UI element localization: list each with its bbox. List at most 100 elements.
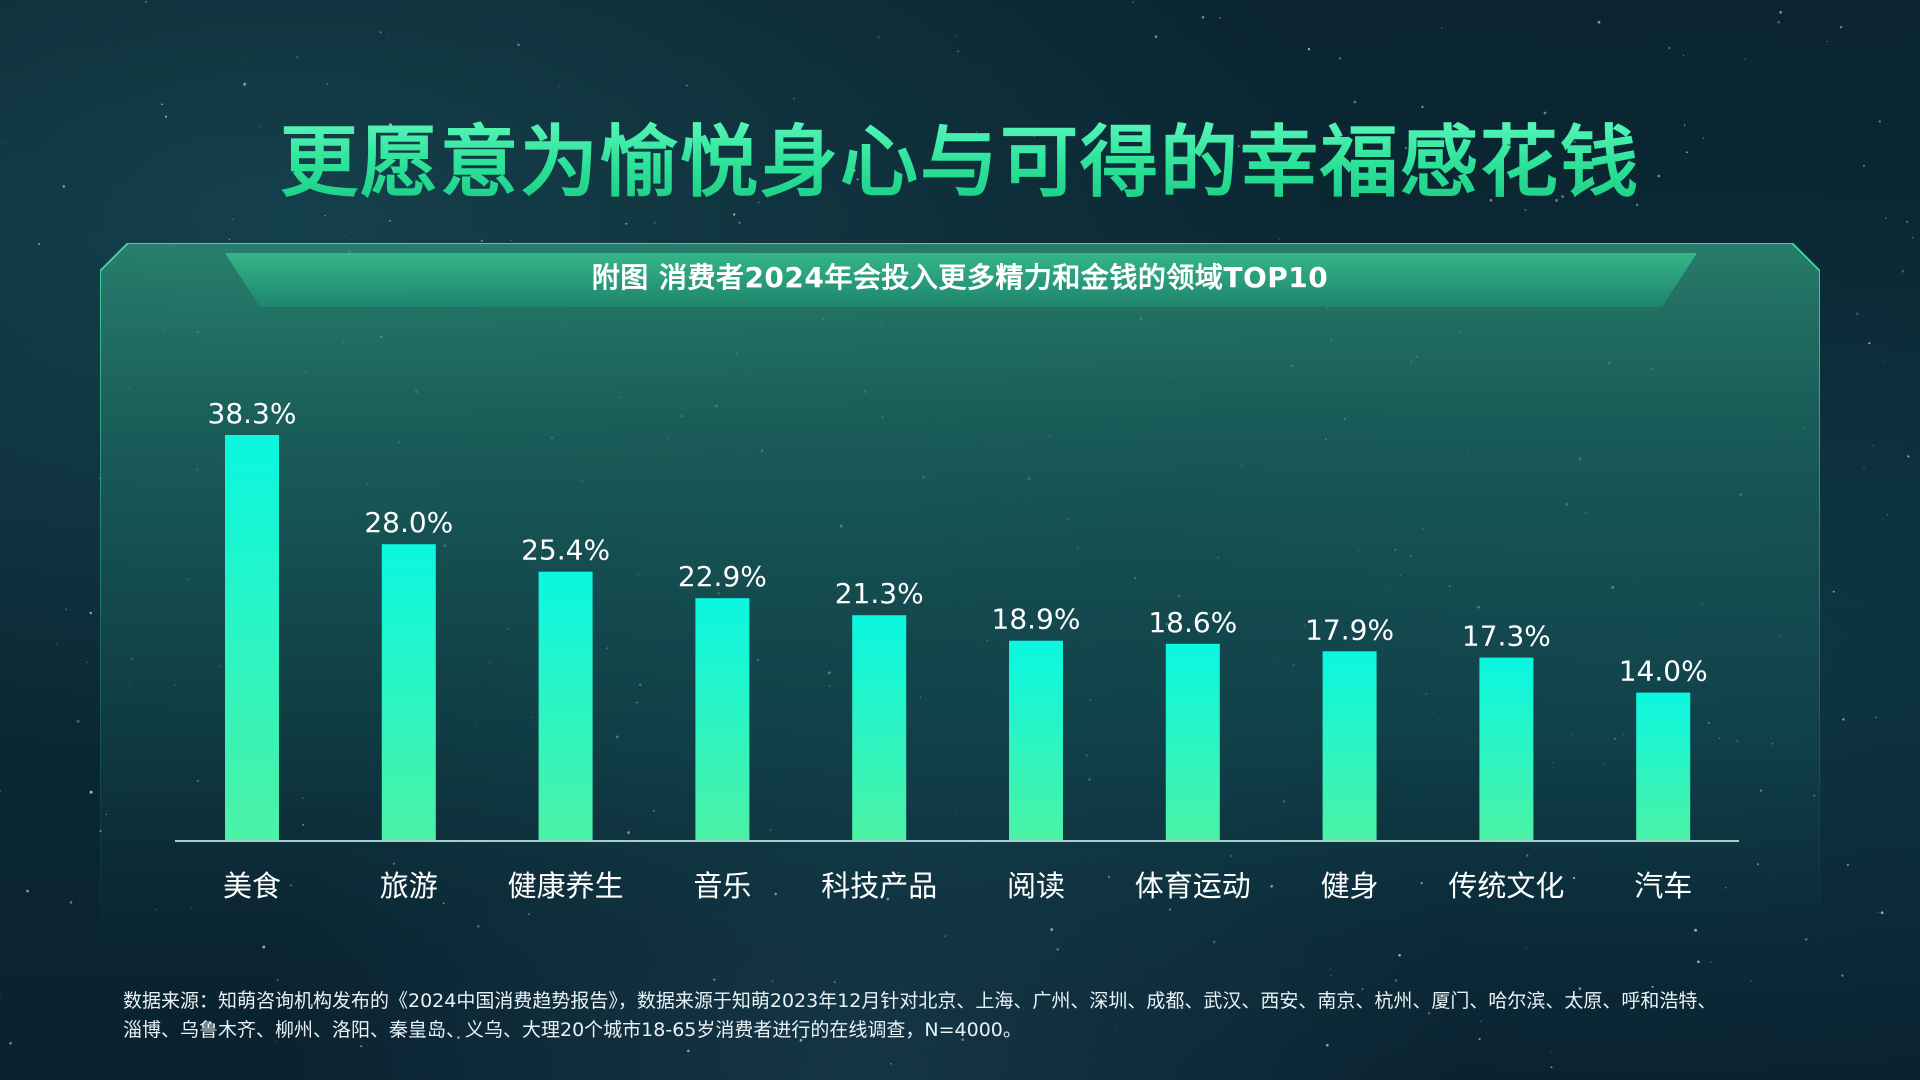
star <box>1361 988 1364 991</box>
star <box>76 719 80 723</box>
star <box>232 218 235 221</box>
bar-5 <box>852 615 907 841</box>
star <box>405 1032 407 1034</box>
source-note: 数据来源：知萌咨询机构发布的《2024中国消费趋势报告》，数据来源于知萌2023… <box>123 987 1823 1045</box>
star <box>976 131 978 133</box>
star <box>1573 141 1576 143</box>
subtitle-banner <box>225 253 1697 307</box>
star <box>1219 16 1222 19</box>
category-label-1: 美食 <box>223 869 281 903</box>
star <box>1161 1020 1163 1022</box>
star <box>738 221 741 224</box>
value-label-5: 21.3% <box>835 577 924 610</box>
star <box>0 790 2 792</box>
star <box>1846 863 1849 867</box>
star <box>1842 718 1845 721</box>
star <box>961 1038 965 1041</box>
star <box>388 123 392 127</box>
star <box>1875 716 1878 719</box>
star <box>1744 58 1746 61</box>
star <box>1421 105 1424 109</box>
category-label-8: 健身 <box>1321 869 1379 903</box>
value-label-2: 28.0% <box>364 506 453 539</box>
star <box>0 563 1 564</box>
star <box>957 50 960 53</box>
star <box>1830 77 1832 79</box>
star <box>713 978 716 981</box>
star <box>1381 166 1383 168</box>
star <box>1116 1026 1118 1028</box>
star <box>877 36 880 39</box>
star <box>1389 969 1391 971</box>
star <box>16 232 18 234</box>
star <box>951 60 952 61</box>
value-label-10: 14.0% <box>1619 655 1708 688</box>
star <box>1686 151 1688 154</box>
bar-4 <box>695 598 750 841</box>
star <box>1480 1020 1482 1023</box>
star <box>389 220 391 222</box>
star <box>1237 145 1240 148</box>
star <box>65 608 68 611</box>
star <box>1095 173 1098 175</box>
star <box>1561 195 1564 198</box>
star <box>1330 974 1332 977</box>
star <box>276 979 279 981</box>
star <box>1478 1037 1481 1041</box>
star <box>1832 590 1835 593</box>
star <box>517 43 520 47</box>
star <box>1683 124 1686 126</box>
star <box>1524 208 1527 211</box>
bar-1 <box>225 435 279 841</box>
page-title: 更愿意为愉悦身心与可得的幸福感花钱 <box>0 100 1920 212</box>
star <box>422 1035 425 1038</box>
star <box>1131 189 1135 193</box>
star <box>1278 238 1281 240</box>
chart-panel <box>100 243 1820 968</box>
star <box>1550 1066 1553 1069</box>
value-label-4: 22.9% <box>678 560 767 593</box>
star <box>1339 57 1342 60</box>
star <box>1629 1008 1632 1011</box>
star <box>799 1039 803 1042</box>
star <box>1210 167 1214 171</box>
star <box>9 1042 12 1045</box>
star <box>1841 974 1844 977</box>
category-labels: 美食 旅游 健康养生 音乐 科技产品 阅读 体育运动 健身 传统文化 汽车 <box>223 869 1692 903</box>
star <box>1884 361 1886 363</box>
star <box>1668 46 1671 50</box>
star <box>234 95 236 97</box>
star <box>344 235 346 237</box>
star <box>1578 987 1582 991</box>
star <box>793 98 795 100</box>
star <box>228 238 231 241</box>
star <box>360 1045 363 1048</box>
star <box>1180 1006 1184 1009</box>
star <box>275 1040 277 1042</box>
star <box>1550 1051 1552 1053</box>
star <box>89 611 93 615</box>
star <box>1328 997 1330 999</box>
star <box>55 643 57 645</box>
star <box>387 34 389 36</box>
star <box>89 790 93 794</box>
star <box>1353 100 1357 104</box>
star <box>762 1034 765 1037</box>
star <box>38 243 41 245</box>
star <box>1394 979 1398 982</box>
star <box>879 107 881 109</box>
star <box>69 901 73 904</box>
star <box>687 1049 690 1053</box>
source-note-line-2: 淄博、乌鲁木齐、柳州、洛阳、秦皇岛、义乌、大理20个城市18-65岁消费者进行的… <box>123 1019 1022 1041</box>
star <box>1274 997 1277 1000</box>
star <box>97 845 99 847</box>
star <box>1441 137 1443 139</box>
category-label-5: 科技产品 <box>821 869 937 903</box>
star <box>1540 184 1542 186</box>
value-label-1: 38.3% <box>208 397 297 430</box>
star <box>1405 147 1407 149</box>
star <box>1877 911 1879 913</box>
star <box>218 184 220 186</box>
source-note-line-1: 数据来源：知萌咨询机构发布的《2024中国消费趋势报告》，数据来源于知萌2023… <box>123 990 1717 1012</box>
